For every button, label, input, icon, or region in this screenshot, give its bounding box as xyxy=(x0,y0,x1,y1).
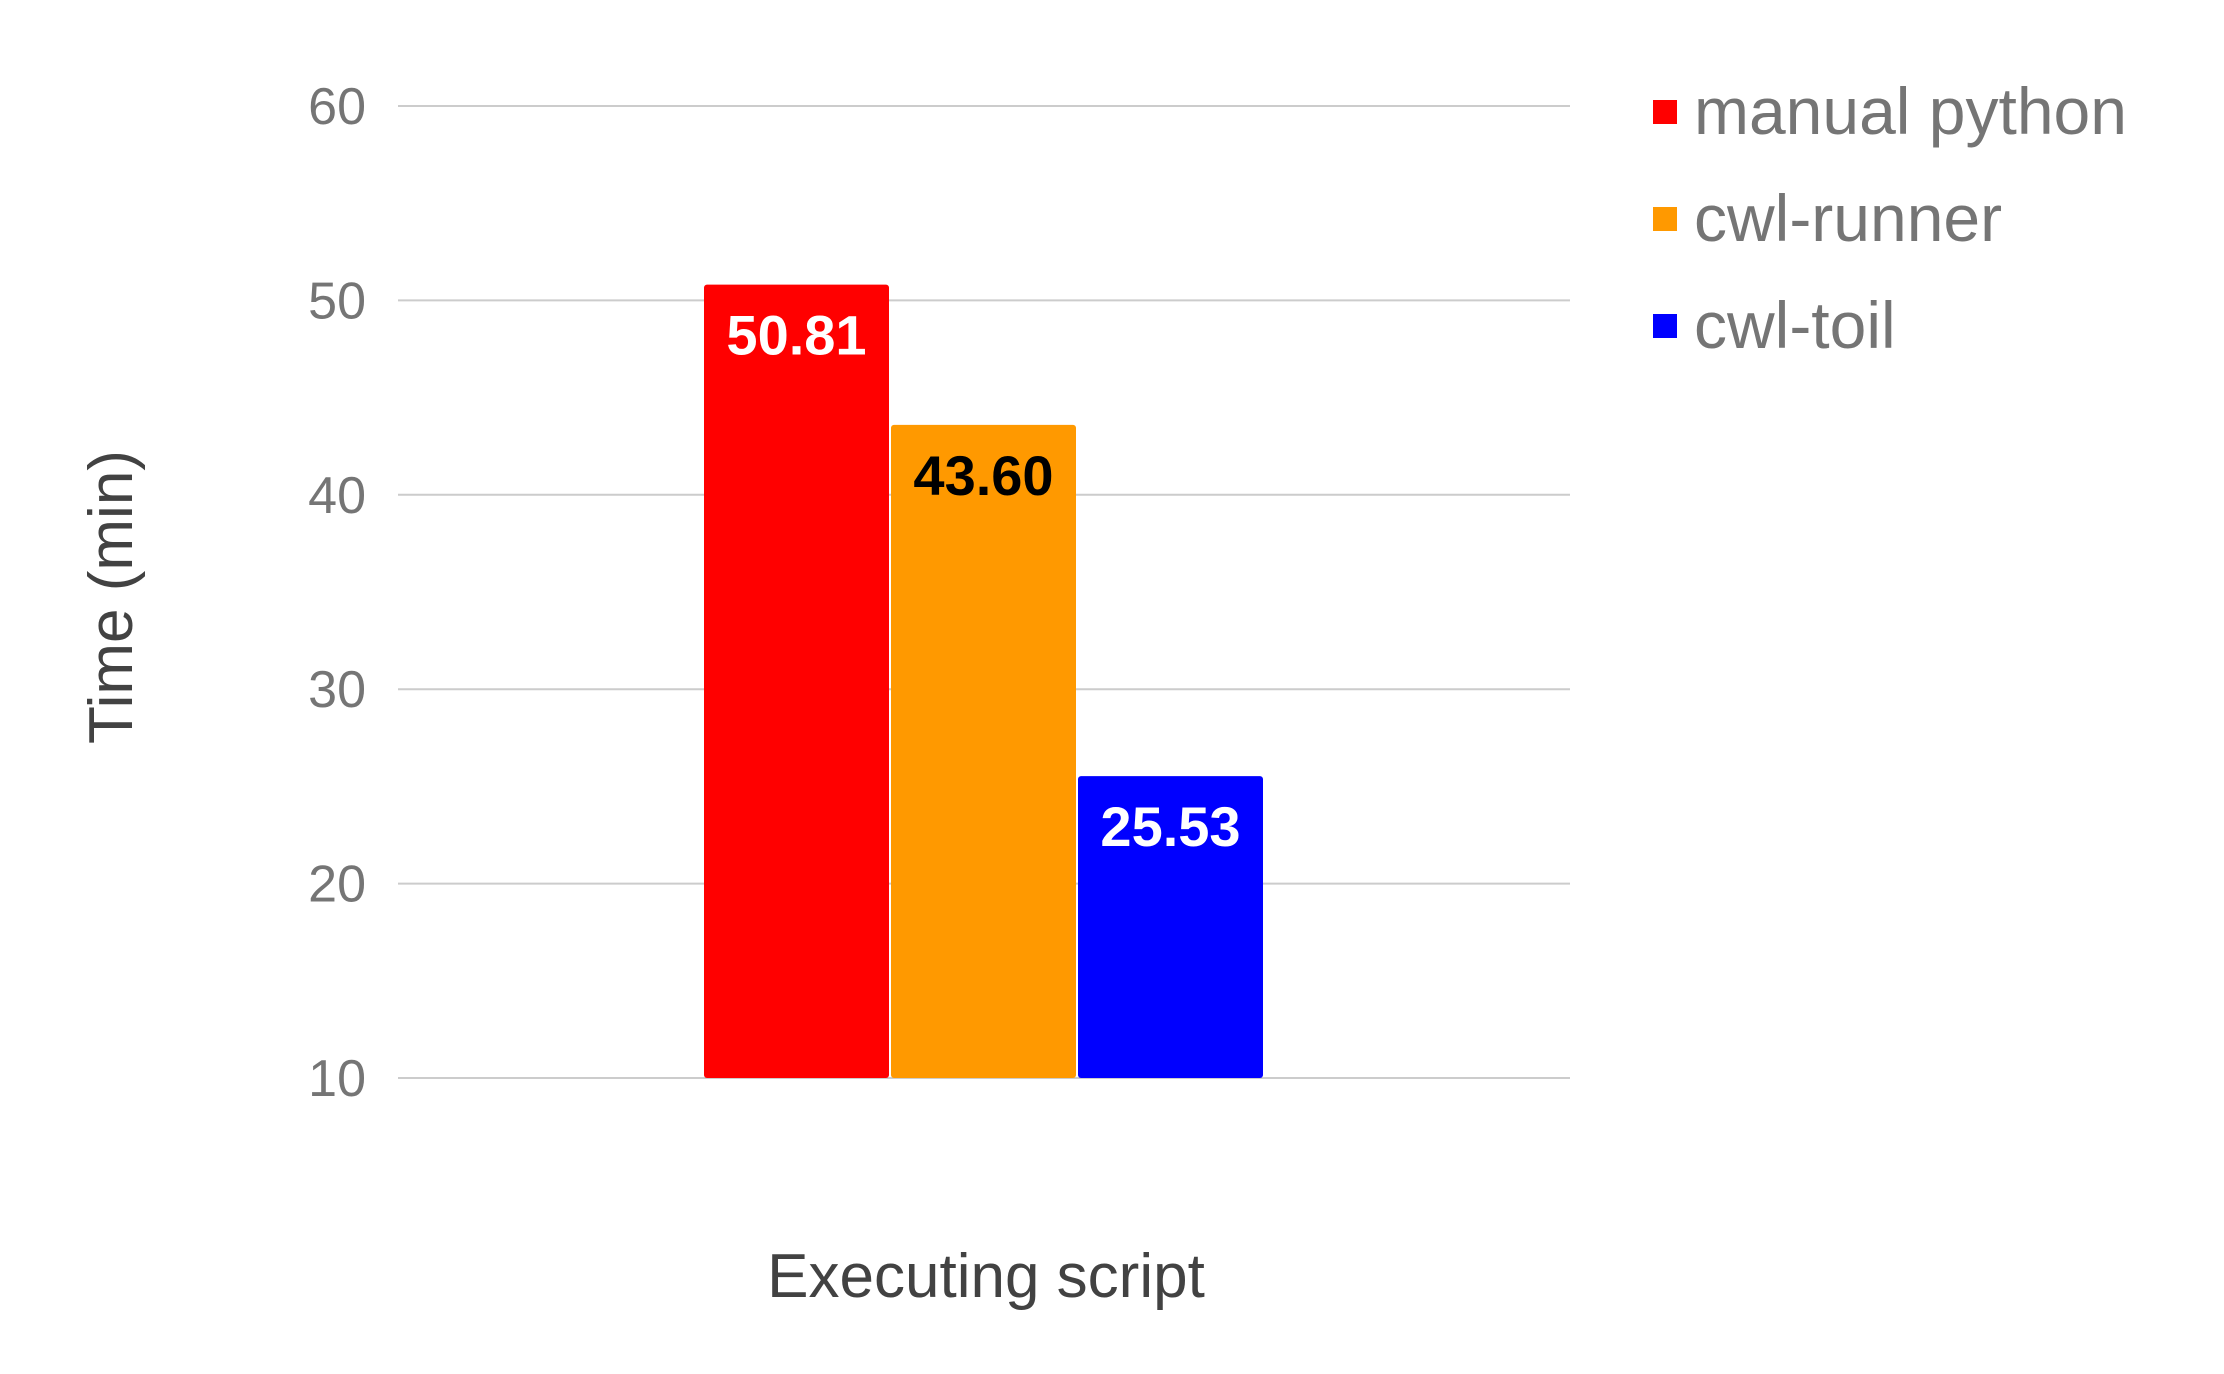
y-tick-label: 60 xyxy=(308,78,366,136)
bar-cwl-runner xyxy=(891,424,1076,1078)
y-tick-label: 50 xyxy=(308,272,366,330)
legend-swatch xyxy=(1653,314,1677,338)
legend-label: cwl-runner xyxy=(1694,181,2002,255)
data-label: 43.60 xyxy=(913,444,1053,507)
data-labels: 50.81 43.60 25.53 xyxy=(726,304,1240,858)
legend: manual python cwl-runner cwl-toil xyxy=(1653,74,2127,362)
legend-swatch xyxy=(1653,207,1677,231)
legend-label: cwl-toil xyxy=(1694,288,1896,362)
data-label: 25.53 xyxy=(1100,795,1240,858)
x-axis-title: Executing script xyxy=(767,1242,1205,1311)
data-label: 50.81 xyxy=(726,304,866,367)
legend-label: manual python xyxy=(1694,74,2127,148)
legend-swatch xyxy=(1653,100,1677,124)
bars xyxy=(704,284,1263,1079)
y-tick-label: 10 xyxy=(308,1050,366,1108)
y-tick-label: 30 xyxy=(308,661,366,719)
y-tick-label: 20 xyxy=(308,856,366,914)
y-axis-title: Time (min) xyxy=(77,450,146,744)
bar-manual-python xyxy=(704,284,889,1079)
y-axis-ticks: 10 20 30 40 50 60 xyxy=(308,78,366,1108)
y-tick-label: 40 xyxy=(308,467,366,525)
bar-cwl-toil xyxy=(1078,776,1263,1078)
